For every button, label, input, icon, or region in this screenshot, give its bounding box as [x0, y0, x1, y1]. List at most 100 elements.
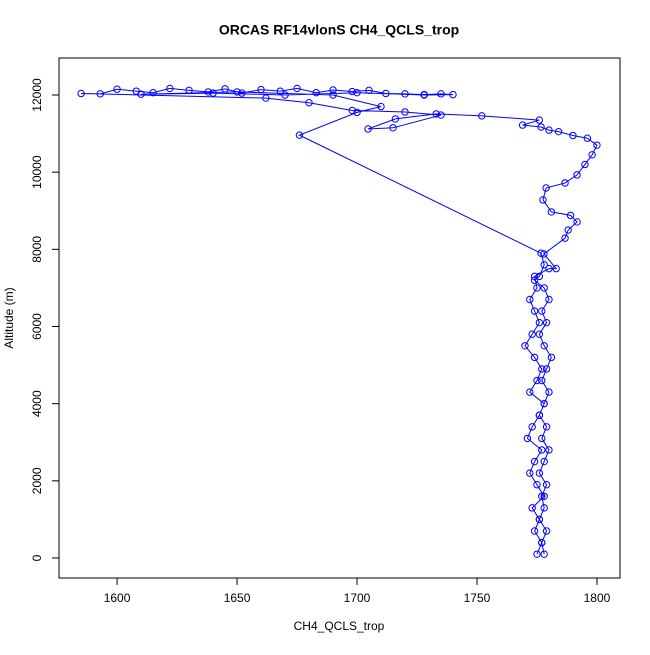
data-line	[81, 87, 598, 555]
data-point	[538, 376, 546, 385]
x-tick-label: 1700	[344, 591, 371, 605]
y-tick-label: 4000	[30, 390, 44, 417]
data-point	[535, 330, 544, 338]
data-point	[535, 116, 544, 124]
data-point	[535, 515, 544, 524]
data-point	[449, 90, 457, 99]
y-tick-label: 0	[30, 554, 44, 561]
data-point	[533, 481, 541, 489]
data-point	[588, 151, 596, 159]
data-point	[547, 353, 556, 362]
data-point	[545, 264, 553, 273]
data-point	[113, 85, 121, 93]
data-point	[238, 89, 246, 97]
chart-title: ORCAS RF14vlonS CH4_QCLS_trop	[219, 22, 459, 38]
data-point	[437, 111, 445, 119]
data-point	[593, 141, 601, 149]
data-point	[533, 550, 541, 558]
data-point	[353, 88, 361, 97]
data-point	[538, 365, 546, 373]
y-tick-label: 8000	[30, 236, 44, 263]
data-point	[540, 457, 548, 466]
data-point	[547, 208, 556, 216]
data-point	[530, 307, 539, 315]
data-point	[530, 527, 539, 535]
data-point	[545, 295, 553, 304]
data-point	[526, 295, 534, 304]
data-point	[581, 160, 589, 169]
data-point	[538, 307, 546, 315]
data-point	[535, 272, 544, 281]
data-point	[528, 504, 536, 512]
data-point	[569, 131, 577, 140]
data-point	[185, 86, 193, 95]
data-point	[295, 131, 304, 139]
data-point	[542, 184, 550, 192]
data-point	[537, 249, 545, 257]
data-point	[137, 90, 145, 98]
data-point	[540, 342, 548, 350]
data-point	[542, 527, 551, 535]
x-axis-label: CH4_QCLS_trop	[294, 619, 385, 633]
data-point	[540, 492, 548, 500]
x-tick-label: 1800	[584, 591, 611, 605]
data-point	[382, 89, 390, 98]
data-point	[478, 112, 486, 120]
data-point	[401, 90, 409, 98]
data-point	[96, 90, 104, 98]
x-tick-label: 1600	[104, 591, 131, 605]
data-point	[523, 434, 532, 443]
data-point	[276, 87, 284, 95]
data-point	[526, 469, 534, 477]
data-point	[542, 423, 551, 431]
data-point	[542, 365, 551, 373]
data-point	[437, 90, 445, 98]
data-point	[348, 106, 356, 115]
data-point	[233, 88, 241, 96]
y-tick-label: 12000	[30, 78, 44, 112]
data-point	[552, 264, 560, 273]
data-point	[564, 226, 572, 234]
data-point	[530, 353, 539, 362]
data-point	[545, 126, 553, 134]
data-point	[573, 171, 581, 179]
data-point	[391, 115, 400, 123]
data-point	[221, 85, 229, 93]
data-point	[528, 423, 536, 431]
data-point	[257, 85, 265, 94]
data-point	[401, 108, 409, 116]
data-point	[545, 446, 553, 454]
data-point	[540, 284, 548, 292]
data-point	[420, 91, 428, 99]
data-point	[535, 318, 544, 327]
data-point	[432, 110, 440, 118]
plot-frame	[58, 57, 621, 579]
data-point	[539, 196, 547, 204]
data-point	[538, 492, 546, 500]
data-point	[530, 457, 539, 466]
data-point	[561, 234, 569, 242]
data-point	[305, 99, 313, 107]
data-point	[77, 89, 85, 98]
data-point	[377, 102, 385, 111]
data-point	[538, 538, 546, 547]
data-point	[364, 125, 372, 133]
data-point	[535, 469, 544, 477]
data-point	[149, 88, 157, 97]
data-point	[542, 481, 551, 489]
data-point	[329, 86, 337, 94]
data-point	[540, 399, 548, 408]
data-point	[293, 84, 301, 93]
data-point	[583, 134, 592, 142]
y-axis-label: Altitude (m)	[2, 287, 16, 348]
data-point	[540, 261, 548, 269]
data-point	[537, 123, 545, 131]
y-tick-label: 2000	[30, 467, 44, 494]
data-point	[262, 94, 270, 102]
y-tick-label: 10000	[30, 155, 44, 189]
data-point	[209, 89, 217, 97]
data-point	[540, 504, 548, 512]
data-point	[518, 121, 527, 129]
data-point	[540, 250, 548, 258]
